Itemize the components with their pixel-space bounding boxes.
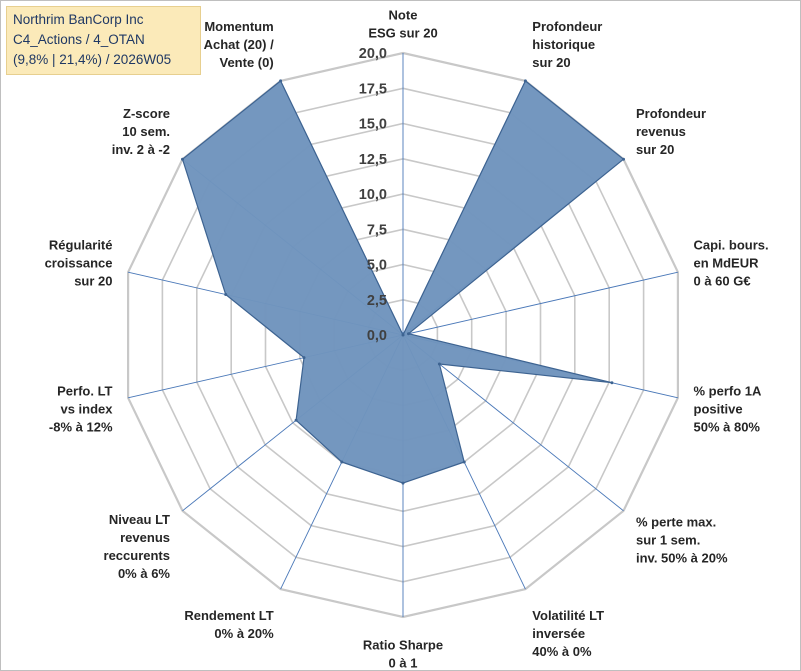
axis-label-line: Perfo. LT (57, 383, 112, 398)
axis-label-line: Capi. bours. (694, 238, 769, 253)
data-point (340, 460, 344, 464)
axis-label-line: inversée (532, 626, 585, 641)
data-point (462, 460, 466, 464)
axis-label-line: Achat (20) / (204, 37, 274, 52)
axis-label: % perfo 1A positive 50% à 80% (694, 383, 763, 434)
axis-label-line: 10 sem. (122, 124, 170, 139)
axis-label: Capi. bours. en MdEUR 0 à 60 G€ (694, 238, 769, 289)
data-point (401, 333, 405, 337)
axis-label: % perte max. sur 1 sem. inv. 50% à 20% (636, 515, 728, 566)
axis-label-line: Note (389, 7, 418, 22)
axis-label-line: Momentum (204, 19, 273, 34)
axis-label: Perfo. LT vs index -8% à 12% (49, 383, 113, 434)
axis-label: Profondeur historique sur 20 (532, 19, 602, 70)
title-company: Northrim BanCorp Inc (13, 12, 144, 27)
title-stats: (9,8% | 21,4%) / 2026W05 (13, 52, 172, 67)
axis-label: Régularité croissance sur 20 (45, 238, 113, 289)
data-point (294, 418, 298, 422)
axis-label-line: Volatilité LT (532, 608, 604, 623)
axis-label-line: revenus (120, 530, 170, 545)
axis-label-line: -8% à 12% (49, 419, 113, 434)
data-point (401, 481, 405, 485)
axis-spoke (402, 271, 679, 336)
axis-label-line: 0% à 6% (118, 566, 170, 581)
tick-label: 0,0 (367, 328, 387, 344)
tick-label: 7,5 (367, 222, 387, 238)
axis-label-line: 0 à 60 G€ (694, 274, 751, 289)
axis-label: Momentum Achat (20) / Vente (0) (204, 19, 274, 70)
axis-label-line: historique (532, 37, 595, 52)
axis-label-line: Vente (0) (220, 55, 274, 70)
data-point (224, 293, 228, 296)
axis-label: Ratio Sharpe 0 à 1 (363, 637, 443, 670)
data-point (523, 79, 527, 83)
axis-label-line: ESG sur 20 (368, 25, 437, 40)
data-point (437, 362, 441, 366)
axis-label: Volatilité LT inversée 40% à 0% (532, 608, 604, 659)
axis-label-line: sur 20 (636, 142, 674, 157)
tick-label: 10,0 (359, 187, 387, 203)
tick-label: 15,0 (359, 117, 387, 133)
data-point (181, 157, 184, 161)
axis-label-line: 0 à 1 (389, 655, 418, 670)
axis-label-line: % perte max. (636, 515, 716, 530)
axis-label-line: sur 20 (532, 55, 570, 70)
tick-label: 2,5 (367, 293, 387, 309)
axis-label-line: vs index (60, 401, 113, 416)
axis-label-line: en MdEUR (694, 256, 760, 271)
chart-title-box: Northrim BanCorp Inc C4_Actions / 4_OTAN… (6, 6, 201, 75)
axis-label-line: 40% à 0% (532, 644, 592, 659)
axis-label-line: inv. 2 à -2 (112, 142, 170, 157)
title-category: C4_Actions / 4_OTAN (13, 32, 145, 47)
axis-label-line: Niveau LT (109, 512, 170, 527)
data-point (302, 356, 306, 360)
axis-labels: Note ESG sur 20 Profondeur historique sur 20… (45, 7, 769, 670)
axis-label-line: Régularité (49, 238, 113, 253)
tick-label: 17,5 (359, 81, 387, 97)
axis-label: Z-score 10 sem. inv. 2 à -2 (112, 106, 170, 157)
axis-label-line: Z-score (123, 106, 170, 121)
axis-label-line: Ratio Sharpe (363, 637, 443, 652)
axis-label-line: Rendement LT (184, 608, 273, 623)
radar-series (181, 79, 625, 485)
axis-label: Rendement LT 0% à 20% (184, 608, 274, 641)
tick-label: 12,5 (359, 152, 387, 168)
axis-label-line: revenus (636, 124, 686, 139)
radial-tick-labels: 0,0 2,5 5,0 7,5 10,0 12,5 15,0 17,5 20,0 (359, 46, 387, 344)
axis-label-line: positive (694, 401, 743, 416)
data-point (610, 381, 614, 385)
tick-label: 20,0 (359, 46, 387, 62)
axis-label-line: Profondeur (636, 106, 706, 121)
data-point (622, 157, 625, 161)
axis-label-line: % perfo 1A (694, 383, 763, 398)
axis-label: Note ESG sur 20 (368, 7, 437, 40)
axis-label: Profondeur revenus sur 20 (636, 106, 706, 157)
data-point (279, 79, 283, 83)
axis-label-line: sur 20 (74, 274, 112, 289)
axis-label-line: Profondeur (532, 19, 602, 34)
axis-label-line: inv. 50% à 20% (636, 551, 728, 566)
axis-label: Niveau LT revenus reccurents 0% à 6% (104, 512, 171, 581)
axis-label-line: reccurents (104, 548, 170, 563)
axis-label-line: sur 1 sem. (636, 533, 700, 548)
axis-label-line: 0% à 20% (214, 626, 274, 641)
axis-label-line: 50% à 80% (694, 419, 761, 434)
axis-label-line: croissance (45, 256, 113, 271)
tick-label: 5,0 (367, 258, 387, 274)
data-point (407, 332, 410, 336)
